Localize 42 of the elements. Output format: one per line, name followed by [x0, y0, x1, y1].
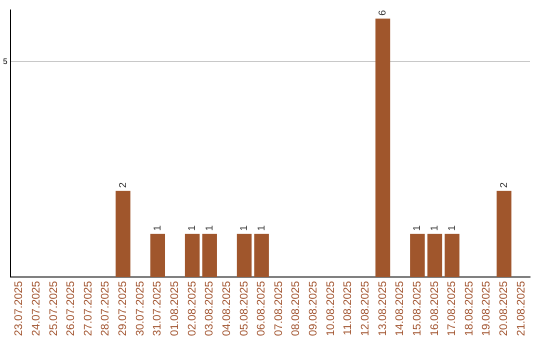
data-label: 1 [430, 224, 440, 231]
x-tick-label: 29.07.2025 [117, 280, 130, 336]
data-label: 1 [204, 224, 216, 231]
x-tick-label: 01.08.2025 [169, 280, 182, 336]
x-tick-label: 05.08.2025 [238, 280, 250, 336]
data-label: 1 [446, 224, 458, 231]
x-tick-label: 18.08.2025 [463, 280, 476, 336]
x-tick-label: 15.08.2025 [411, 280, 424, 336]
x-tick-label: 02.08.2025 [186, 280, 198, 336]
data-label: 2 [498, 182, 510, 188]
y-tick-label: 5 [2, 56, 8, 66]
x-tick-label: 28.07.2025 [100, 280, 112, 336]
x-tick-label: 13.08.2025 [376, 280, 389, 336]
x-tick-label: 19.08.2025 [480, 280, 493, 336]
x-tick-label: 27.07.2025 [82, 280, 94, 336]
data-label: 1 [256, 224, 268, 231]
data-label: 1 [152, 224, 164, 231]
x-tick-label: 07.08.2025 [272, 280, 285, 336]
x-tick-label: 16.08.2025 [428, 280, 441, 336]
x-tick-label: 30.07.2025 [134, 280, 146, 336]
x-tick-label: 24.07.2025 [30, 280, 42, 336]
x-tick-label: 17.08.2025 [446, 280, 458, 336]
x-tick-label: 08.08.2025 [290, 280, 302, 336]
x-tick-label: 12.08.2025 [360, 280, 372, 336]
x-tick-label: 09.08.2025 [308, 280, 320, 336]
x-tick-label: 26.07.2025 [65, 280, 78, 336]
x-tick-label: 04.08.2025 [220, 280, 233, 336]
x-tick-label: 14.08.2025 [394, 280, 406, 336]
x-tick-label: 03.08.2025 [204, 280, 216, 336]
data-label: 1 [412, 224, 424, 231]
x-tick-label: 06.08.2025 [256, 280, 268, 336]
x-tick-label: 10.08.2025 [324, 280, 337, 336]
data-label: 1 [187, 224, 198, 231]
data-label: 1 [238, 224, 250, 231]
x-tick-label: 31.07.2025 [152, 280, 164, 336]
x-tick-label: 20.08.2025 [498, 280, 510, 336]
x-tick-label: 25.07.2025 [48, 280, 60, 336]
x-tick-label: 23.07.2025 [13, 280, 26, 336]
data-label: 2 [118, 182, 129, 188]
x-tick-label: 11.08.2025 [342, 280, 354, 336]
data-label: 6 [378, 10, 389, 16]
x-tick-label: 21.08.2025 [515, 280, 528, 336]
